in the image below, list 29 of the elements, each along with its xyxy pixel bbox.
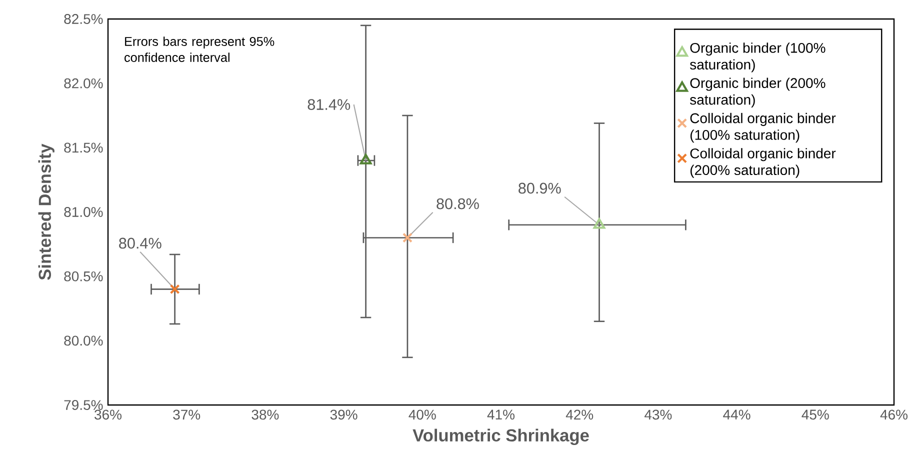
x-tick-label: 36% — [94, 410, 122, 420]
legend-label: Colloidal organic binder (200% saturation) — [690, 148, 836, 178]
x-tick-label: 39% — [330, 410, 358, 420]
x-tick-label: 37% — [173, 410, 200, 420]
y-tick-label: 81.5% — [64, 142, 103, 153]
x-axis-title: Volumetric Shrinkage — [412, 428, 589, 446]
x-tick-label: 45% — [802, 410, 829, 420]
x-tick-label: 46% — [880, 410, 908, 420]
x-tick-label: 41% — [487, 410, 514, 420]
y-tick-label: 82.5% — [64, 14, 103, 24]
x-tick-label: 43% — [644, 410, 672, 420]
legend-label: Organic binder (200% saturation) — [690, 78, 826, 108]
x-tick-label: 44% — [723, 410, 750, 420]
legend-label: Organic binder (100% saturation) — [690, 42, 826, 72]
x-tick-label: 38% — [252, 410, 279, 420]
y-tick-label: 80.5% — [64, 271, 103, 282]
x-tick-label: 42% — [566, 410, 594, 420]
x-tick-label: 40% — [408, 410, 436, 420]
data-label: 81.4% — [308, 99, 350, 110]
legend-label: Colloidal organic binder (100% saturation) — [690, 112, 836, 143]
data-label: 80.9% — [518, 182, 561, 194]
y-tick-label: 81.0% — [64, 207, 103, 217]
y-axis-title: Sintered Density — [38, 144, 54, 280]
y-tick-label: 79.5% — [64, 400, 103, 410]
data-label: 80.4% — [119, 238, 162, 249]
y-tick-label: 82.0% — [64, 78, 103, 88]
y-tick-label: 80.0% — [64, 336, 103, 346]
annotation: Errors bars represent 95% confidence interval — [124, 36, 274, 62]
data-label: 80.8% — [436, 198, 479, 210]
